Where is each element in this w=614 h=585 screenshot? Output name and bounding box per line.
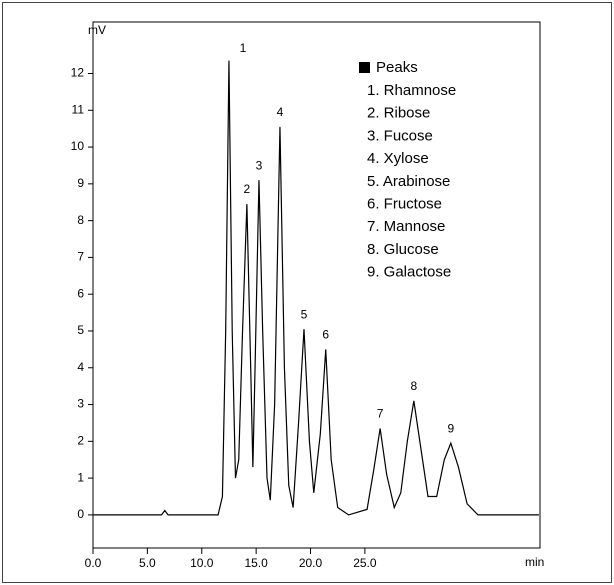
legend-title: Peaks [376,59,418,76]
peak-label: 3 [256,158,263,172]
x-tick-label: 0.0 [85,556,102,570]
y-tick-label: 2 [77,434,84,448]
x-tick-label: 20.0 [299,556,323,570]
legend-item: 6. Fructose [367,195,442,212]
y-tick-label: 1 [77,470,84,484]
legend: Peaks 1. Rhamnose 2. Ribose 3. Fucose 4. Xyl… [359,59,456,281]
legend-item: 3. Fucose [367,127,433,144]
legend-item: 4. Xylose [367,150,429,167]
legend-item: 2. Ribose [367,105,430,122]
y-tick-label: 0 [77,507,84,521]
peak-label: 8 [410,379,417,393]
legend-item: 7. Mannose [367,218,445,235]
y-tick-label: 7 [77,250,84,264]
peak-label: 2 [244,182,251,196]
y-tick-label: 12 [71,66,85,80]
legend-item: 8. Glucose [367,241,439,258]
peak-label: 1 [240,41,247,55]
y-tick-label: 6 [77,286,84,300]
peak-label: 6 [322,328,329,342]
peak-label: 4 [277,105,284,119]
peak-label: 7 [377,407,384,421]
trace [93,60,539,516]
legend-item: 1. Rhamnose [367,82,456,99]
legend-item: 9. Galactose [367,264,451,281]
x-tick-label: 5.0 [139,556,156,570]
x-tick-label: 10.0 [190,556,214,570]
plot-area [92,21,541,549]
peak-label: 9 [447,421,454,435]
y-tick-label: 11 [72,102,85,116]
x-tick-label: 15.0 [244,556,268,570]
y-tick-label: 8 [77,213,84,227]
y-tick-label: 3 [77,397,84,411]
y-tick-label: 10 [71,139,85,153]
y-axis-label: mV [88,23,106,37]
x-tick-label: 25.0 [353,556,377,570]
legend-item: 5. Arabinose [367,173,450,190]
legend-marker [359,62,370,73]
y-tick-label: 9 [77,176,84,190]
x-axis-label: min [525,555,544,569]
y-tick-label: 5 [77,323,84,337]
peak-label: 5 [301,307,308,321]
y-tick-label: 4 [77,360,84,374]
